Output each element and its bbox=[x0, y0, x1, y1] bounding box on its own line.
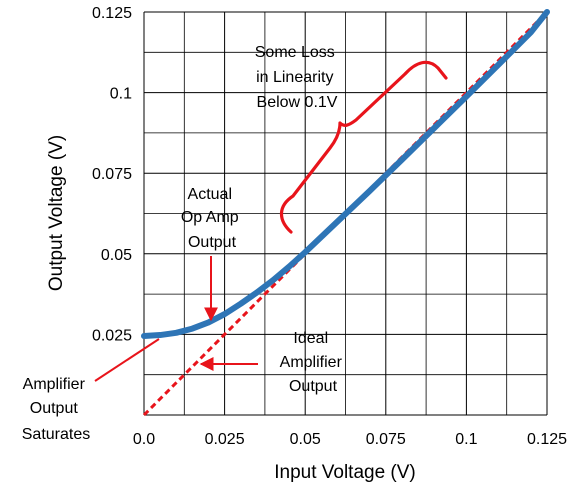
x-tick-label: 0.05 bbox=[290, 431, 321, 448]
y-tick-label: 0.1 bbox=[110, 86, 132, 103]
linearity-brace bbox=[279, 60, 448, 234]
y-tick-label: 0.075 bbox=[92, 166, 132, 183]
annotation-ideal-output: Ideal Amplifier Output bbox=[280, 330, 347, 395]
y-tick-label: 0.025 bbox=[92, 327, 132, 344]
x-tick-label: 0.125 bbox=[527, 431, 567, 448]
x-tick-label: 0.0 bbox=[133, 431, 155, 448]
y-tick-label: 0.05 bbox=[101, 247, 132, 264]
x-tick-label: 0.1 bbox=[455, 431, 477, 448]
annotation-linearity: Some Loss in Linearity Below 0.1V bbox=[255, 44, 340, 111]
series-actual-output bbox=[141, 9, 550, 340]
y-tick-label: 0.125 bbox=[92, 5, 132, 22]
annotation-saturates: Amplifier Output Saturates bbox=[22, 376, 90, 443]
x-tick-label: 0.025 bbox=[205, 431, 245, 448]
grid bbox=[143, 11, 548, 416]
y-axis-label: Output Voltage (V) bbox=[46, 135, 67, 291]
annotation-actual-output: Actual Op Amp Output bbox=[181, 186, 243, 251]
arrow-saturates bbox=[94, 338, 160, 382]
y-tick-labels: 0.025 0.05 0.075 0.1 0.125 bbox=[92, 5, 132, 344]
x-tick-label: 0.075 bbox=[366, 431, 406, 448]
x-tick-labels: 0.0 0.025 0.05 0.075 0.1 0.125 bbox=[133, 431, 567, 448]
annotations: Some Loss in Linearity Below 0.1V Actual… bbox=[22, 44, 347, 443]
series-group bbox=[141, 9, 550, 417]
x-axis-label: Input Voltage (V) bbox=[274, 462, 416, 483]
